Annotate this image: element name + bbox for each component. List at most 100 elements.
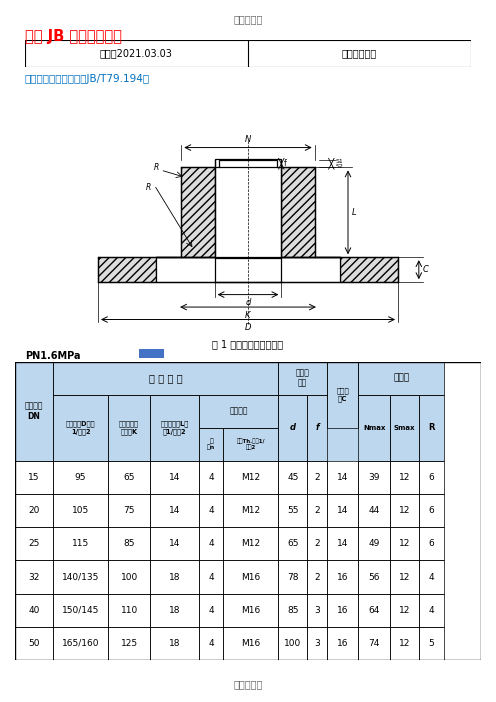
Bar xyxy=(419,594,444,627)
Text: 150/145: 150/145 xyxy=(62,606,99,615)
Text: 50: 50 xyxy=(28,639,40,648)
Text: 螺栓孔中心
圆直径K: 螺栓孔中心 圆直径K xyxy=(119,420,139,435)
Bar xyxy=(108,494,150,527)
Bar xyxy=(223,461,278,494)
Text: PN1.6MPa: PN1.6MPa xyxy=(25,351,80,361)
Bar xyxy=(223,594,278,627)
Bar xyxy=(15,627,53,660)
Text: 创作：欧阳学: 创作：欧阳学 xyxy=(342,48,377,58)
Text: 3: 3 xyxy=(314,606,320,615)
Bar xyxy=(199,461,223,494)
Text: d: d xyxy=(290,423,296,432)
Bar xyxy=(223,560,278,594)
Bar xyxy=(278,527,307,560)
Bar xyxy=(215,159,281,258)
Bar xyxy=(307,494,327,527)
Bar xyxy=(340,257,398,282)
Bar xyxy=(15,494,53,527)
Bar xyxy=(327,362,359,461)
Text: 4: 4 xyxy=(208,573,214,581)
Bar xyxy=(327,494,359,527)
Bar xyxy=(390,527,419,560)
Bar xyxy=(307,395,327,461)
Text: 14: 14 xyxy=(169,539,180,548)
Bar xyxy=(15,527,53,560)
Bar xyxy=(53,494,108,527)
Text: 4: 4 xyxy=(208,473,214,482)
Bar xyxy=(150,560,199,594)
Bar xyxy=(390,627,419,660)
Text: 法兰外径D系列
1/系列2: 法兰外径D系列 1/系列2 xyxy=(66,420,95,435)
Bar xyxy=(150,461,199,494)
Bar xyxy=(150,494,199,527)
Text: 18: 18 xyxy=(169,639,181,648)
Bar xyxy=(150,594,199,627)
Bar xyxy=(390,594,419,627)
Text: 12: 12 xyxy=(399,506,410,515)
Text: 44: 44 xyxy=(369,506,380,515)
Bar xyxy=(108,362,150,461)
Text: M16: M16 xyxy=(241,606,260,615)
Bar xyxy=(223,594,278,627)
Text: 115: 115 xyxy=(72,539,89,548)
Bar xyxy=(199,594,223,627)
Bar xyxy=(307,461,327,494)
Bar xyxy=(223,527,278,560)
Bar xyxy=(278,627,307,660)
Bar xyxy=(199,560,223,594)
Text: 39: 39 xyxy=(369,473,380,482)
Bar xyxy=(150,395,199,461)
Text: 100: 100 xyxy=(284,639,302,648)
Text: 2: 2 xyxy=(314,473,320,482)
Bar xyxy=(53,594,108,627)
Bar xyxy=(390,362,419,461)
Bar xyxy=(150,627,199,660)
Bar xyxy=(15,527,53,560)
Text: 16: 16 xyxy=(337,606,348,615)
Bar xyxy=(307,527,327,560)
Bar xyxy=(390,527,419,560)
Bar xyxy=(53,527,108,560)
Text: 6: 6 xyxy=(429,473,434,482)
Text: 15: 15 xyxy=(28,473,40,482)
Bar xyxy=(156,257,340,282)
Text: 74: 74 xyxy=(369,639,380,648)
Bar xyxy=(327,627,359,660)
Bar xyxy=(419,461,444,494)
Bar xyxy=(278,594,307,627)
Bar xyxy=(419,560,444,594)
Bar xyxy=(150,494,199,527)
Bar xyxy=(307,594,327,627)
Text: 25: 25 xyxy=(28,539,40,548)
Bar xyxy=(199,362,223,461)
Bar xyxy=(199,461,223,494)
Text: 14: 14 xyxy=(337,473,348,482)
Bar xyxy=(199,494,223,527)
Bar xyxy=(108,461,150,494)
Bar xyxy=(15,461,53,494)
Bar xyxy=(108,461,150,494)
Bar xyxy=(53,362,278,395)
Bar xyxy=(108,594,150,627)
Bar xyxy=(278,627,307,660)
Bar xyxy=(327,494,359,527)
Bar xyxy=(419,362,444,461)
Bar xyxy=(307,362,327,461)
Bar xyxy=(419,594,444,627)
Bar xyxy=(199,428,223,461)
Text: 140/135: 140/135 xyxy=(62,573,99,581)
Text: S2: S2 xyxy=(335,164,343,168)
Bar xyxy=(15,560,53,594)
Text: 14: 14 xyxy=(169,473,180,482)
Text: 16: 16 xyxy=(337,573,348,581)
Bar xyxy=(390,594,419,627)
Text: S1: S1 xyxy=(335,159,343,164)
Bar xyxy=(359,594,390,627)
Text: 6: 6 xyxy=(429,539,434,548)
Text: 图 1 凸面整体铸钢管法兰: 图 1 凸面整体铸钢管法兰 xyxy=(212,339,284,349)
Text: M12: M12 xyxy=(241,506,260,515)
Text: L: L xyxy=(352,208,357,217)
Bar xyxy=(223,560,278,594)
Bar xyxy=(307,494,327,527)
Bar xyxy=(327,594,359,627)
